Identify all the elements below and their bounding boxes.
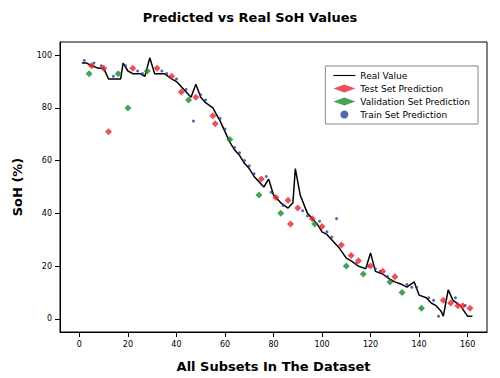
svg-text:120: 120	[363, 340, 378, 349]
svg-text:0: 0	[47, 314, 52, 323]
svg-text:40: 40	[42, 209, 52, 218]
svg-text:Predicted vs Real SoH Values: Predicted vs Real SoH Values	[143, 10, 358, 25]
svg-text:140: 140	[411, 340, 426, 349]
svg-text:Test Set Prediction: Test Set Prediction	[359, 84, 443, 94]
svg-text:SoH (%): SoH (%)	[10, 158, 25, 217]
svg-text:All Subsets In The Dataset: All Subsets In The Dataset	[177, 359, 371, 374]
svg-text:20: 20	[42, 262, 52, 271]
svg-text:0: 0	[77, 340, 82, 349]
svg-text:60: 60	[42, 156, 52, 165]
svg-text:20: 20	[123, 340, 133, 349]
svg-text:100: 100	[37, 51, 52, 60]
svg-text:80: 80	[268, 340, 278, 349]
svg-text:80: 80	[42, 103, 52, 112]
svg-text:60: 60	[220, 340, 230, 349]
svg-text:Real Value: Real Value	[360, 71, 407, 81]
svg-text:40: 40	[171, 340, 181, 349]
svg-text:Train Set Prediction: Train Set Prediction	[359, 110, 447, 120]
svg-text:100: 100	[314, 340, 329, 349]
svg-text:160: 160	[460, 340, 475, 349]
svg-text:Validation Set Prediction: Validation Set Prediction	[360, 97, 470, 107]
